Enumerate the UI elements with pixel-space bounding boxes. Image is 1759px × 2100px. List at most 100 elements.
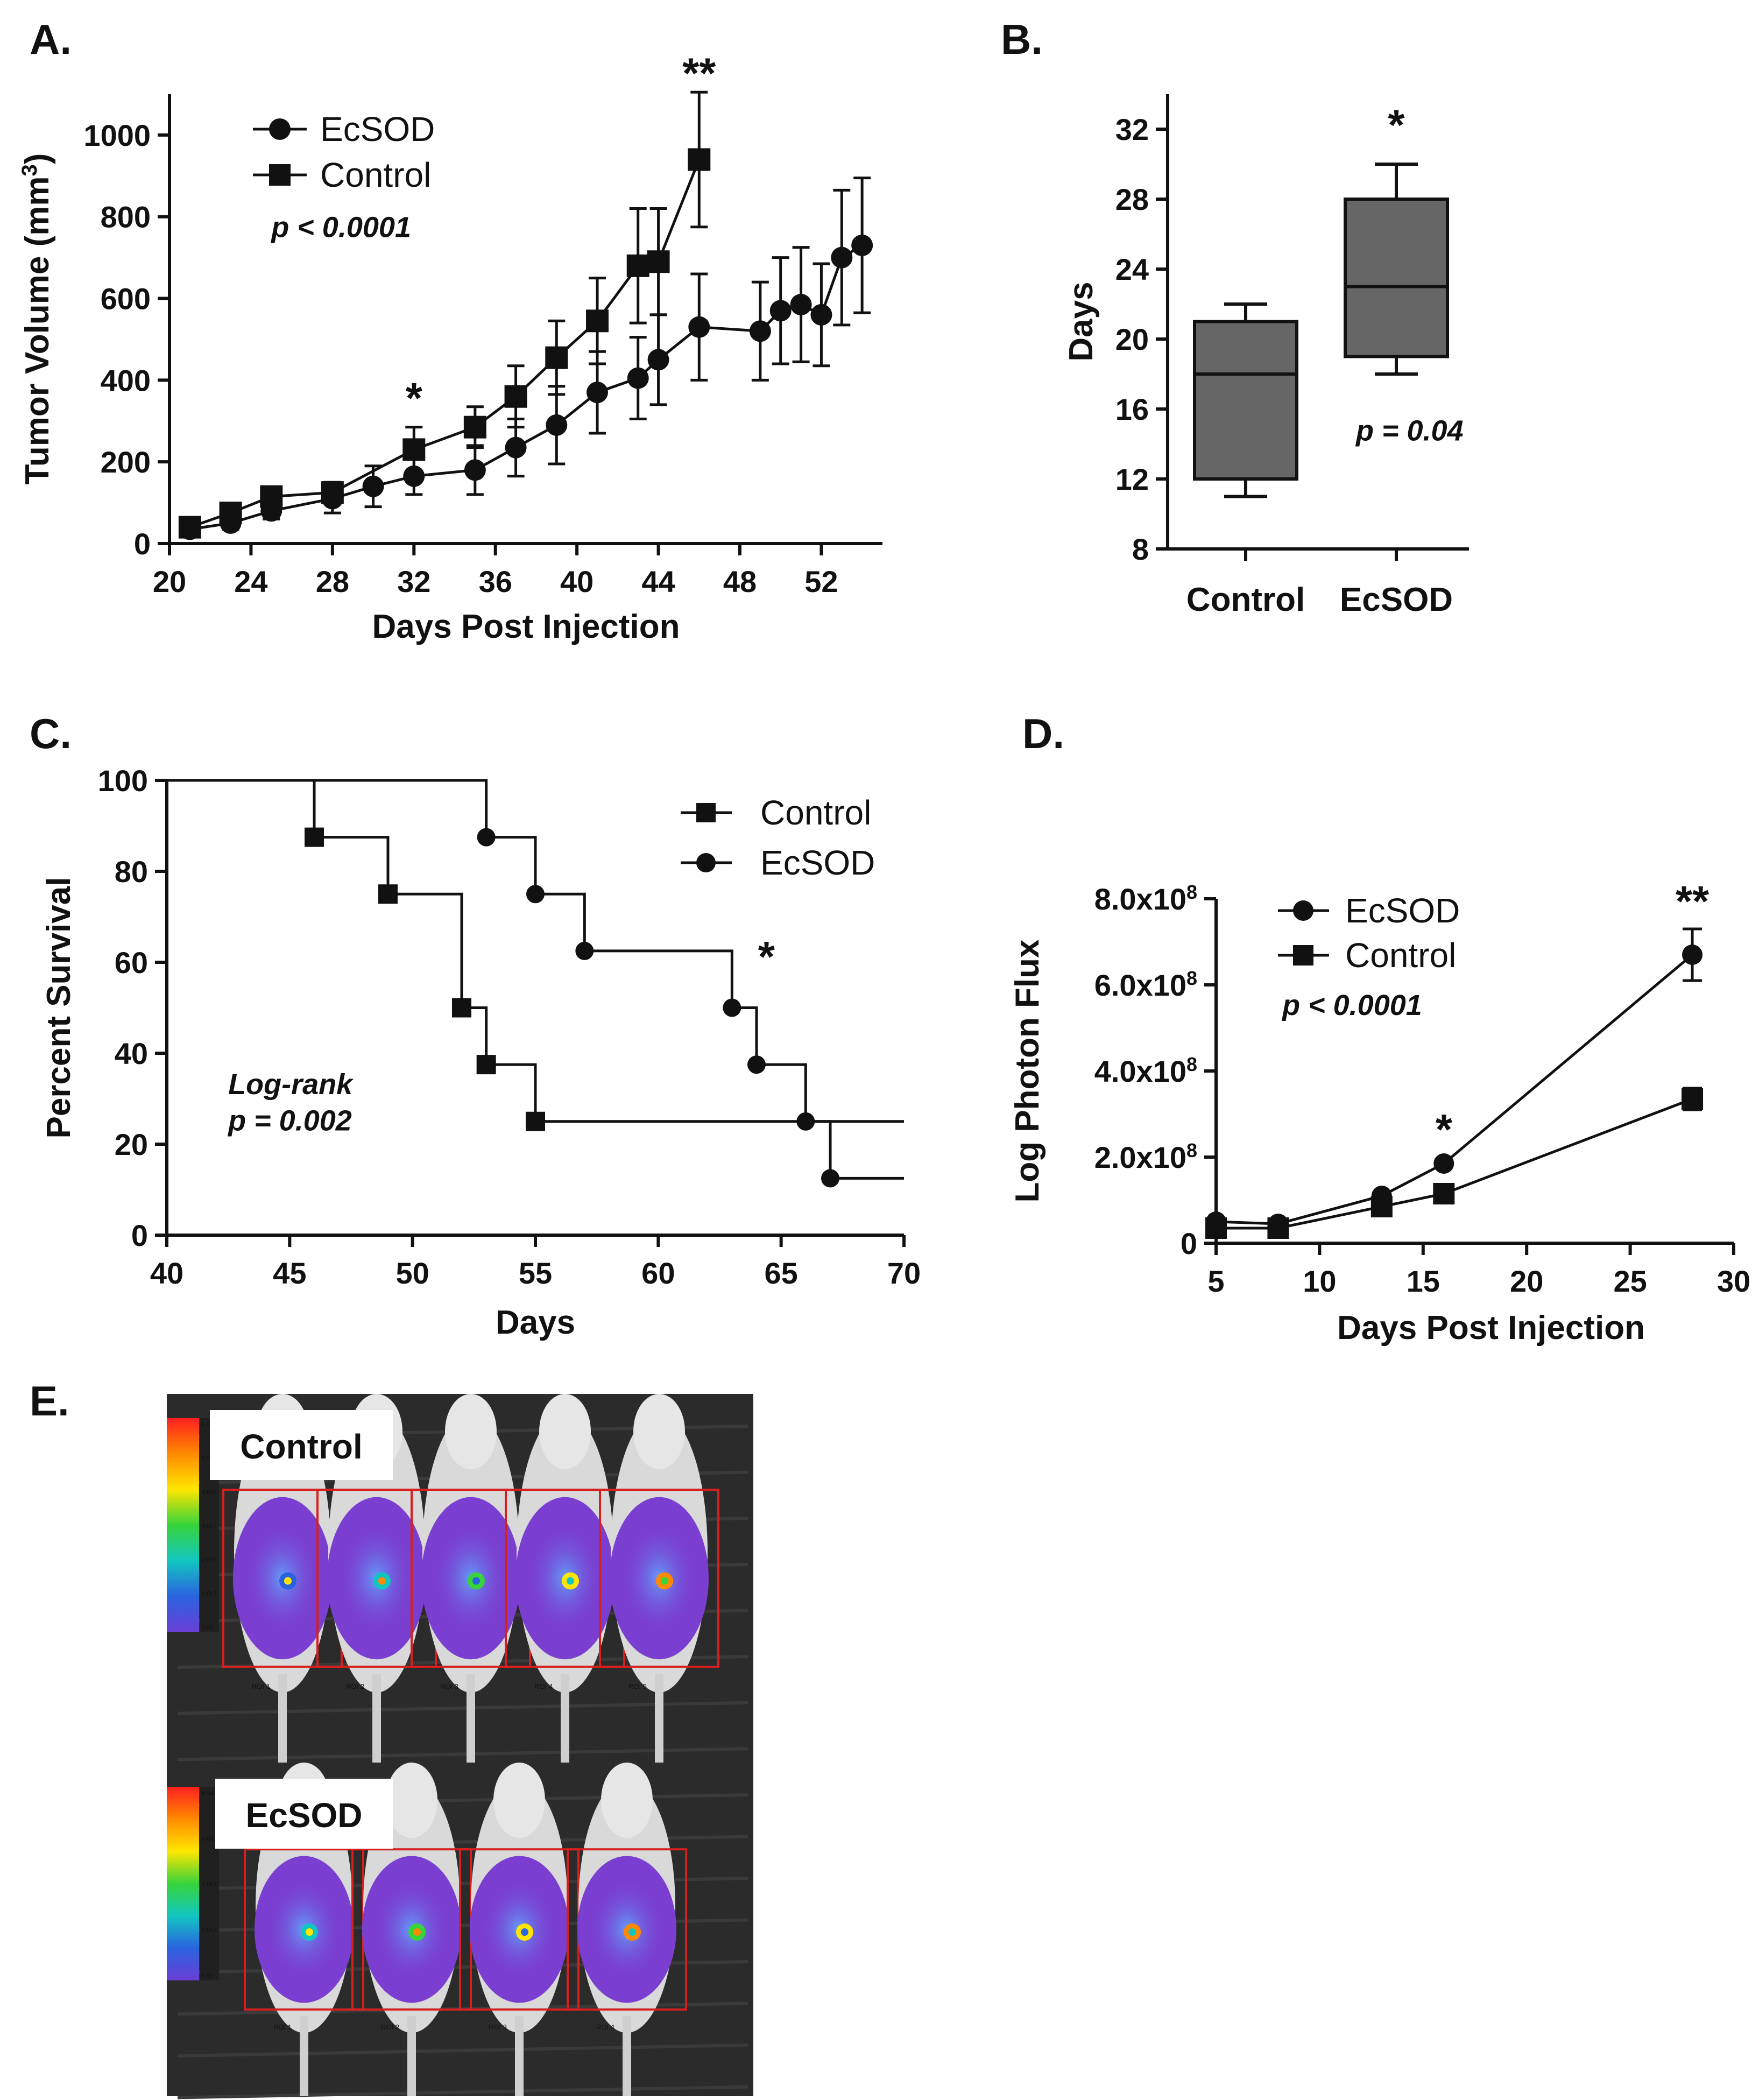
x-axis-title: Days Post Injection <box>372 608 680 645</box>
box-control <box>1193 320 1298 481</box>
data-point-ecsod <box>810 304 832 326</box>
colorbar-tick-label: 3.0e7 <box>202 1523 217 1530</box>
data-point-ecsod <box>1433 1153 1454 1174</box>
background-texture <box>177 2085 748 2099</box>
data-point-ecsod <box>1682 945 1703 965</box>
x-tick-label: EcSOD <box>1340 581 1453 618</box>
legend-label: Control <box>320 156 431 194</box>
colorbar-tick-label: 8.0e7 <box>202 1790 217 1796</box>
colorbar-tick-label: 6.0e7 <box>202 1836 217 1842</box>
event-marker-control <box>476 1055 496 1075</box>
group-label-box <box>215 1779 393 1849</box>
signal-hotspot-core <box>413 1928 421 1936</box>
y-tick-label: 24 <box>1115 252 1149 286</box>
data-point-ecsod <box>505 436 527 459</box>
mouse-tail <box>623 2016 631 2096</box>
event-marker-control <box>378 884 398 904</box>
data-point-ecsod <box>790 293 812 315</box>
data-point-control <box>545 346 568 369</box>
x-tick-label: 25 <box>1613 1264 1647 1298</box>
data-point-ecsod <box>749 320 771 342</box>
mouse-head <box>601 1763 653 1838</box>
colorbar-tick-label: 0.00 <box>202 1973 213 1979</box>
signal-hotspot-core <box>284 1577 292 1585</box>
signal-hotspot-core <box>521 1928 528 1936</box>
background-texture <box>177 1747 748 1761</box>
mouse-tail <box>561 1674 569 1763</box>
y-tick-label: 28 <box>1115 182 1149 216</box>
x-tick-label: 40 <box>560 565 594 598</box>
group-label-ecsod: EcSOD <box>246 1796 363 1835</box>
annotation-label: ** <box>682 50 716 97</box>
y-axis-title: Log Photon Flux <box>1009 939 1046 1203</box>
roi-label: ROI 4 <box>534 1682 553 1690</box>
significance-asterisk: ** <box>1676 877 1709 925</box>
data-point-control <box>586 309 609 333</box>
y-tick-label: 400 <box>101 363 151 397</box>
p-value-label: p = 0.002 <box>227 1105 352 1137</box>
data-point-ecsod <box>362 475 384 497</box>
y-tick-label: 12 <box>1115 462 1149 496</box>
colorbar-tick-label: 2.0e7 <box>202 1557 217 1563</box>
mouse-tail <box>300 2016 308 2096</box>
colorbar-tick-label: 1.0e7 <box>202 1590 217 1597</box>
annotation-label: p < 0.0001 <box>270 212 411 244</box>
y-tick-label: 0 <box>134 527 151 561</box>
signal-hotspot-core <box>628 1928 636 1936</box>
survival-curve-ecsod <box>167 779 904 1180</box>
x-tick-label: 70 <box>887 1256 921 1290</box>
x-tick-label: 48 <box>723 565 757 598</box>
legend-marker-ecsod <box>1293 900 1313 921</box>
y-axis-title: Percent Survival <box>40 877 77 1139</box>
colorbar-tick-label: 4.0e7 <box>202 1489 217 1496</box>
y-tick-label: 4.0x108 <box>1094 1053 1197 1089</box>
p-value-label: p = 0.04 <box>1355 415 1464 447</box>
x-axis-title: Days <box>496 1304 575 1341</box>
legend-marker-ecsod <box>269 118 291 140</box>
box-ecsod <box>1344 198 1449 358</box>
colorbar-tick-label: 2.0e7 <box>202 1927 217 1934</box>
x-tick-label: Control <box>1186 581 1305 618</box>
signal-hotspot-core <box>661 1577 668 1585</box>
mouse-tail <box>407 2016 416 2096</box>
legend-label: EcSOD <box>320 110 435 149</box>
panel-a-label: A. <box>30 16 72 63</box>
colorbar-tick-label: 0.00 <box>202 1624 213 1631</box>
mouse-tail <box>372 1674 381 1763</box>
roi-box <box>567 1848 687 2011</box>
significance-asterisk: * <box>1388 101 1405 149</box>
data-point-control <box>260 485 283 508</box>
roi-label: ROI 1 <box>273 2023 292 2031</box>
x-tick-label: 60 <box>641 1256 675 1290</box>
mouse-tail <box>655 1674 663 1763</box>
event-marker-ecsod <box>796 1112 815 1131</box>
panel-e-label: E. <box>30 1377 69 1425</box>
mouse-head <box>539 1394 591 1469</box>
x-tick-label: 32 <box>397 565 430 598</box>
x-tick-label: 55 <box>519 1256 552 1290</box>
x-tick-label: 24 <box>234 565 267 598</box>
signal-hotspot-core <box>378 1577 386 1585</box>
data-point-ecsod <box>587 382 608 404</box>
x-tick-label: 28 <box>316 565 349 598</box>
legend-marker-ecsod <box>696 853 716 872</box>
x-tick-label: 45 <box>273 1256 306 1290</box>
significance-asterisk: * <box>1436 1105 1453 1153</box>
y-tick-label: 20 <box>115 1127 148 1161</box>
event-marker-control <box>305 827 324 847</box>
x-tick-label: 20 <box>153 565 186 598</box>
panel-d-label: D. <box>1022 710 1064 757</box>
signal-hotspot-core <box>472 1577 480 1585</box>
legend-label: EcSOD <box>760 843 875 882</box>
x-tick-label: 50 <box>396 1256 429 1290</box>
y-tick-label: 60 <box>115 946 148 979</box>
mouse-head <box>386 1763 437 1838</box>
y-tick-label: 32 <box>1115 112 1149 146</box>
y-tick-label: 40 <box>115 1037 148 1070</box>
intensity-colorbar <box>167 1787 199 1981</box>
y-tick-label: 8.0x108 <box>1094 881 1197 917</box>
p-value-label: p < 0.0001 <box>1281 989 1422 1021</box>
x-tick-label: 36 <box>479 565 512 598</box>
panel-c-label: C. <box>30 710 72 757</box>
